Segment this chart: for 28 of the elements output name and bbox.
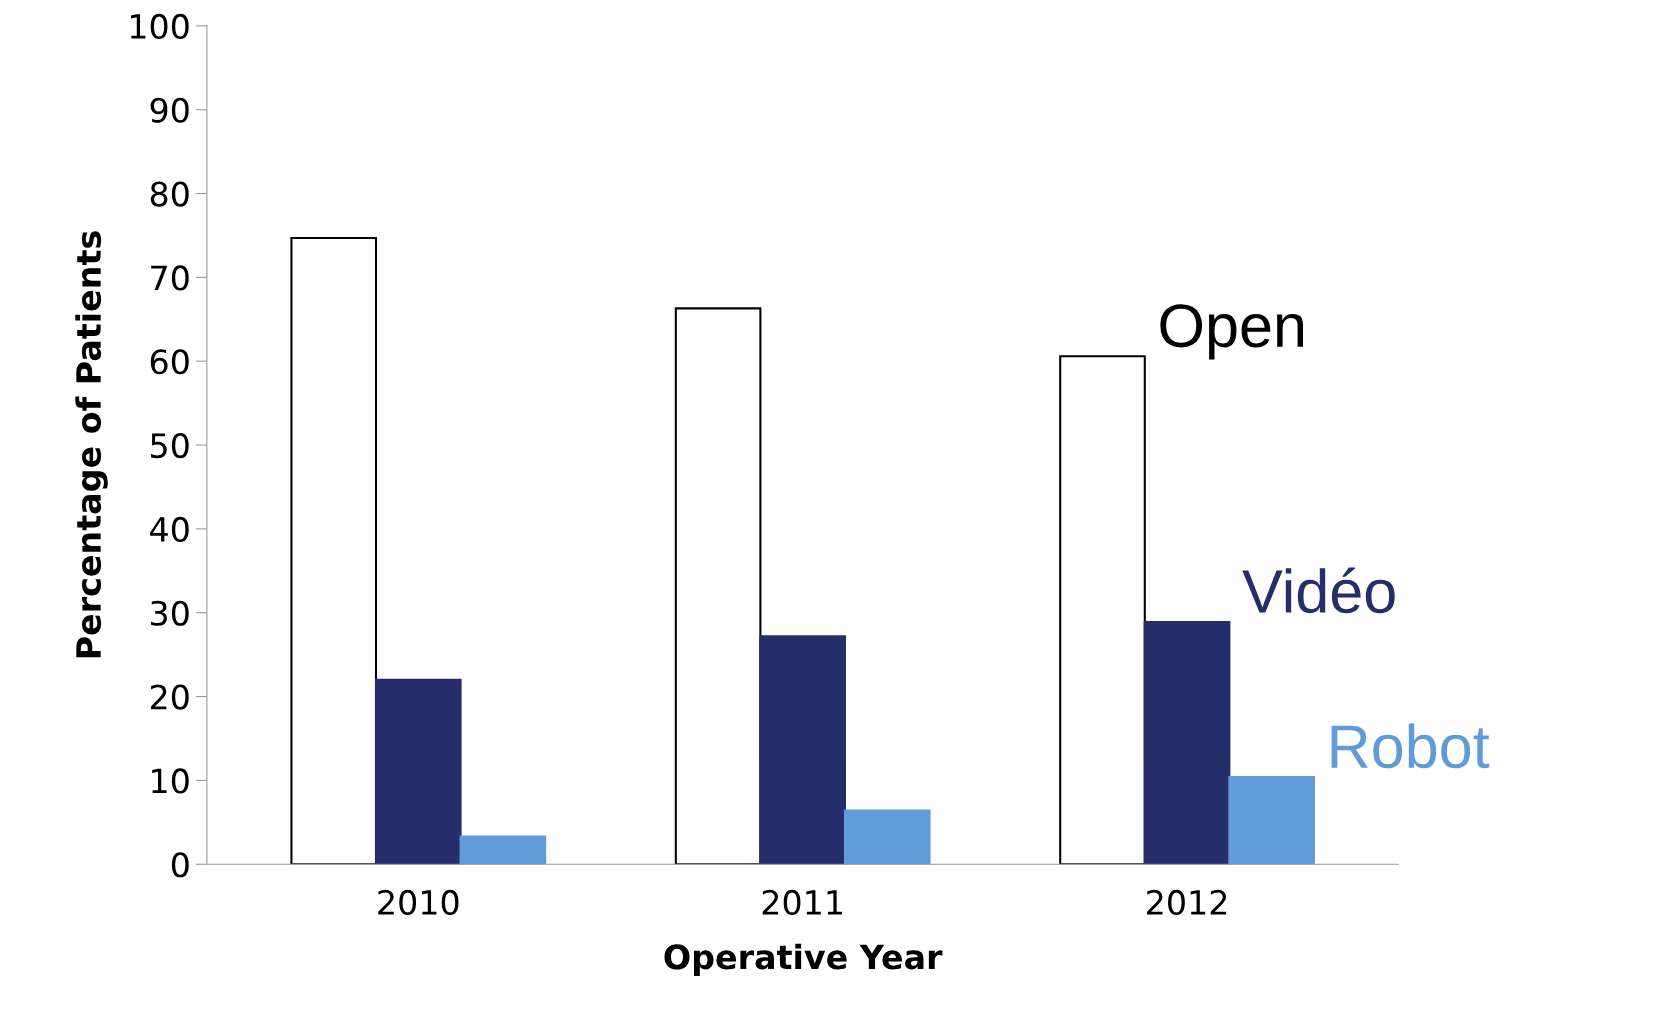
x-tick-label: 2012 — [1147, 889, 1227, 916]
x-tick-label: 2010 — [378, 889, 459, 916]
y-tick-label: 100 — [130, 13, 189, 40]
bar — [843, 809, 931, 865]
bar — [290, 236, 378, 865]
y-tick-label: 60 — [150, 349, 189, 375]
series-label: Robot — [1331, 723, 1490, 769]
series-label: Vidéo — [1242, 567, 1395, 614]
y-axis-title: Percentage of Patients — [75, 231, 108, 658]
bar — [459, 835, 547, 865]
series-label: Open — [1160, 304, 1303, 360]
bar — [1059, 355, 1146, 865]
y-tick-label: 80 — [150, 181, 189, 207]
bar — [374, 678, 462, 865]
bar — [759, 635, 846, 865]
x-tick-label: 2011 — [762, 889, 843, 916]
y-tick-label: 10 — [152, 768, 189, 794]
y-tick-label: 70 — [151, 265, 189, 291]
bar — [1143, 620, 1231, 865]
y-tick-label: 40 — [150, 516, 189, 543]
bar — [1228, 776, 1315, 865]
x-axis-title: Operative Year — [664, 943, 943, 976]
y-tick-label: 20 — [150, 684, 189, 710]
y-tick-label: 90 — [150, 97, 189, 123]
y-tick-label: 30 — [151, 600, 189, 626]
y-tick-label: 50 — [151, 432, 189, 459]
y-tick-label: 0 — [171, 852, 189, 878]
bar — [674, 307, 762, 865]
